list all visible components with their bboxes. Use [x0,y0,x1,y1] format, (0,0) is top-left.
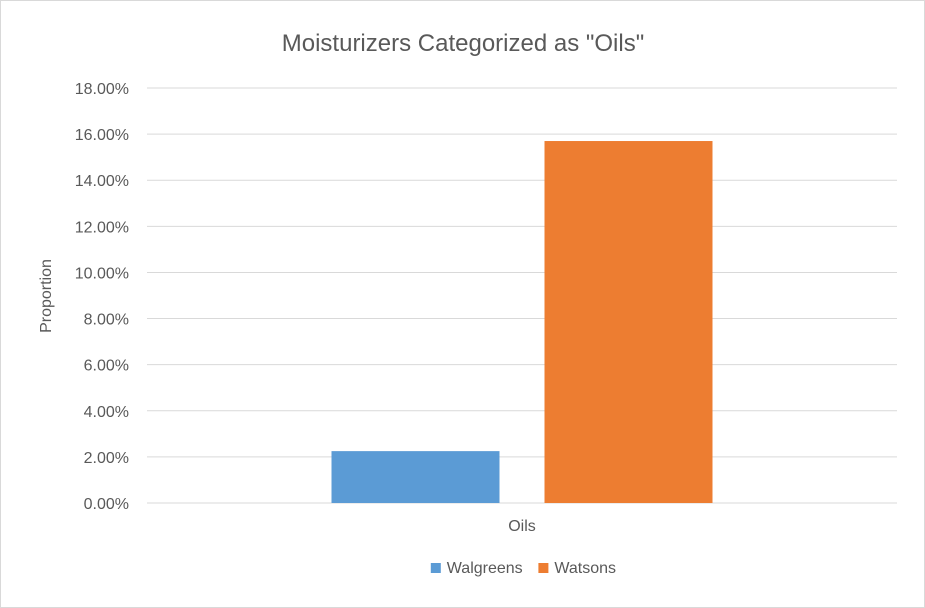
y-tick-label: 10.00% [75,265,129,282]
legend-swatch-watsons [538,563,549,573]
y-axis-tick-labels: 0.00% 2.00% 4.00% 6.00% 8.00% 10.00% 12.00% 14.… [75,81,129,513]
legend-label-watsons: Watsons [554,560,616,577]
y-tick-label: 16.00% [75,127,129,144]
y-tick-label: 0.00% [84,496,129,513]
legend: Walgreens Watsons [430,560,616,577]
y-tick-label: 6.00% [84,358,129,375]
bar-watsons [544,141,713,503]
y-tick-label: 12.00% [75,219,129,236]
y-tick-label: 2.00% [84,450,129,467]
x-axis-tick-labels: Oils [508,518,536,535]
y-tick-label: 18.00% [75,81,129,98]
legend-label-walgreens: Walgreens [447,560,523,577]
y-tick-label: 8.00% [84,312,129,329]
y-tick-label: 4.00% [84,404,129,421]
bars [331,141,713,503]
y-axis-title: Proportion [38,259,55,333]
x-tick-label: Oils [508,518,536,535]
chart-title: Moisturizers Categorized as "Oils" [282,30,644,57]
gridlines [147,87,897,504]
bar-walgreens [331,451,500,503]
legend-swatch-walgreens [430,563,441,573]
y-tick-label: 14.00% [75,173,129,190]
